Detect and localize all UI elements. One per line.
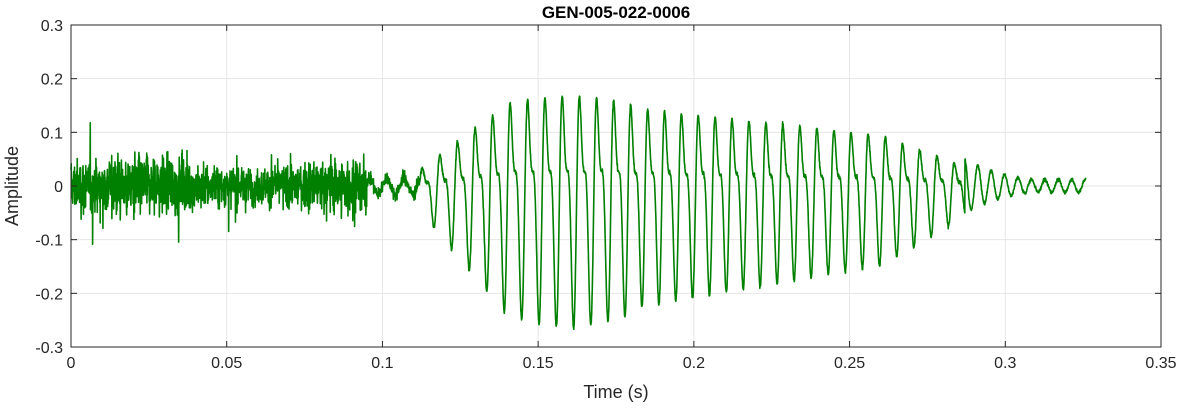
ticks: 0 0.05 0.1 0.15 0.2 0.25 0.3 0.35 -0.3 -0.2 -0.1 0 0… [35, 18, 1176, 372]
y-tick-label: -0.2 [35, 286, 63, 303]
x-tick-label: 0.15 [523, 355, 554, 372]
x-tick-label: 0.2 [683, 355, 705, 372]
x-axis-label: Time (s) [583, 382, 648, 402]
series-layer [70, 95, 1087, 331]
y-tick-label: 0.3 [41, 18, 63, 35]
y-tick-label: -0.1 [35, 233, 63, 250]
x-tick-label: 0 [67, 355, 76, 372]
y-tick-label: -0.3 [35, 340, 63, 357]
y-tick-label: 0.1 [41, 125, 63, 142]
x-tick-label: 0.35 [1145, 355, 1176, 372]
x-tick-label: 0.25 [834, 355, 865, 372]
x-tick-label: 0.05 [211, 355, 242, 372]
chart-title: GEN-005-022-0006 [542, 3, 690, 22]
x-tick-label: 0.3 [994, 355, 1016, 372]
y-tick-label: 0 [54, 179, 63, 196]
x-tick-label: 0.1 [371, 355, 393, 372]
waveform-series-line [70, 95, 1087, 331]
y-axis-label: Amplitude [2, 146, 22, 226]
y-tick-label: 0.2 [41, 72, 63, 89]
